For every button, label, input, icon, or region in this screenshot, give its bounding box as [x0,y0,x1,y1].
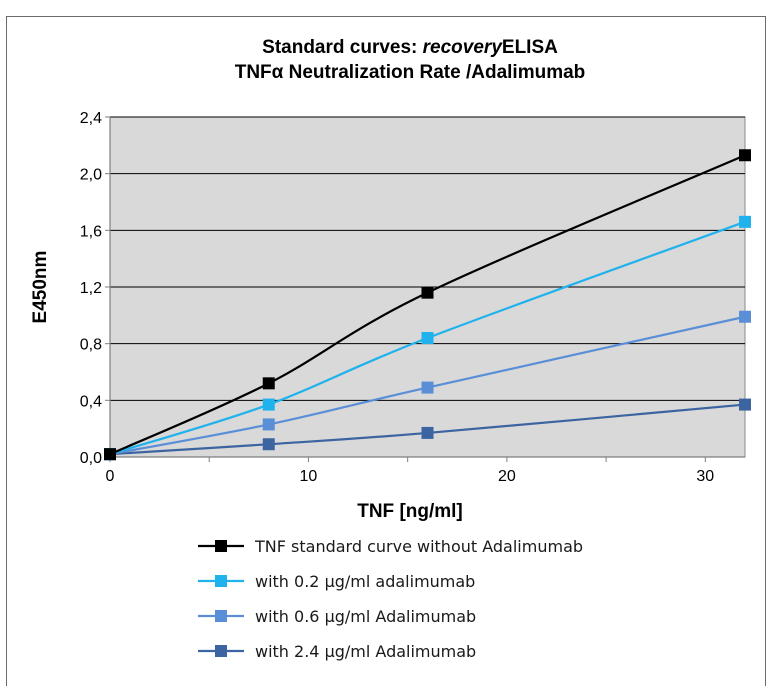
data-point-3-2 [421,426,434,439]
data-point-0-1 [262,377,275,390]
data-point-0-0 [104,448,116,461]
data-point-3-1 [262,438,275,451]
y-axis-label: E450nm [30,251,51,324]
x-tick-label: 0 [106,468,115,485]
series-line-3 [109,403,746,456]
legend-marker-1 [215,575,227,587]
y-tick-label: 0,4 [80,393,102,410]
legend-label-2: with 0.6 µg/ml Adalimumab [255,607,476,626]
data-point-2-2 [421,381,434,394]
y-tick-label: 0,0 [80,450,102,467]
series-line-1 [109,220,746,456]
series-markers [104,149,751,461]
chart-frame [6,16,766,686]
legend-marker-2 [215,610,227,622]
x-axis-label: TNF [ng/ml] [357,501,463,522]
y-tick-label: 2,4 [80,110,102,127]
legend-label-0: TNF standard curve without Adalimumab [254,537,583,556]
data-point-0-3 [739,149,751,162]
chart-title-line1: Standard curves: recoveryELISA [262,37,558,58]
series-line-2 [109,315,746,456]
legend-label-1: with 0.2 µg/ml adalimumab [255,572,475,591]
series-lines [109,154,746,456]
y-tick-label: 0,8 [80,337,102,354]
data-point-0-2 [421,286,434,299]
y-tick-labels: 0,0 0,4 0,8 1,2 1,6 2,0 2,4 [80,110,102,467]
y-tick-label: 1,6 [80,223,102,240]
legend-label-3: with 2.4 µg/ml Adalimumab [255,642,476,661]
legend-marker-0 [215,540,227,552]
x-tick-label: 20 [498,468,516,485]
x-tick-labels: 0 10 20 30 [106,468,715,485]
y-tick-label: 1,2 [80,280,102,297]
x-tick-label: 10 [300,468,318,485]
data-point-1-2 [421,332,434,344]
series-line-0 [109,154,746,456]
legend: TNF standard curve without Adalimumab wit… [198,537,583,661]
data-point-1-3 [739,215,751,228]
legend-marker-3 [215,645,227,657]
chart-title-line2: TNFα Neutralization Rate /Adalimumab [235,62,586,83]
data-point-3-3 [739,398,751,411]
data-point-1-1 [262,398,275,411]
data-point-2-3 [739,310,751,323]
data-point-2-1 [262,418,275,431]
gridlines [110,116,745,401]
y-tick-label: 2,0 [80,167,102,184]
x-tick-label: 30 [696,468,714,485]
